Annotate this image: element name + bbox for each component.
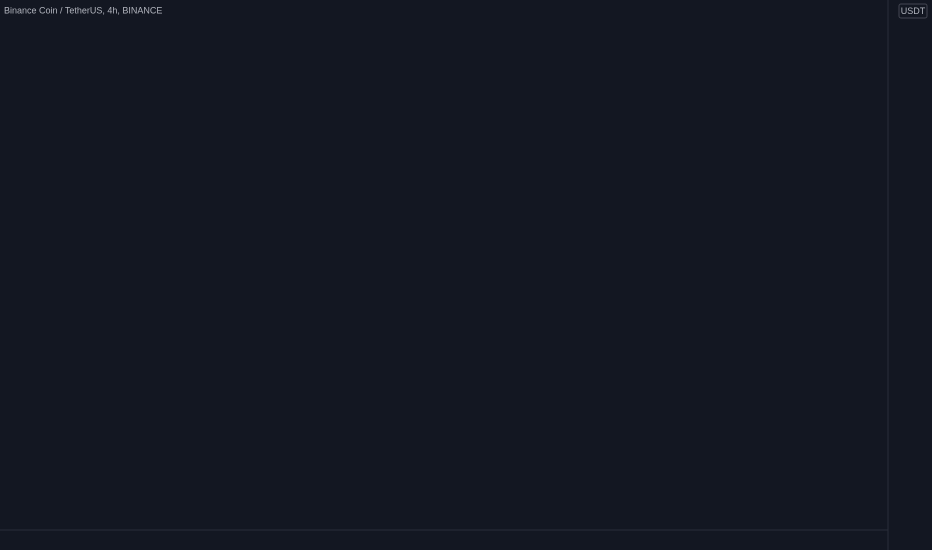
chart-title: Binance Coin / TetherUS, 4h, BINANCE (4, 5, 162, 15)
price-axis-panel (888, 0, 932, 550)
currency: USDT (901, 6, 926, 16)
currency-box (898, 3, 928, 19)
